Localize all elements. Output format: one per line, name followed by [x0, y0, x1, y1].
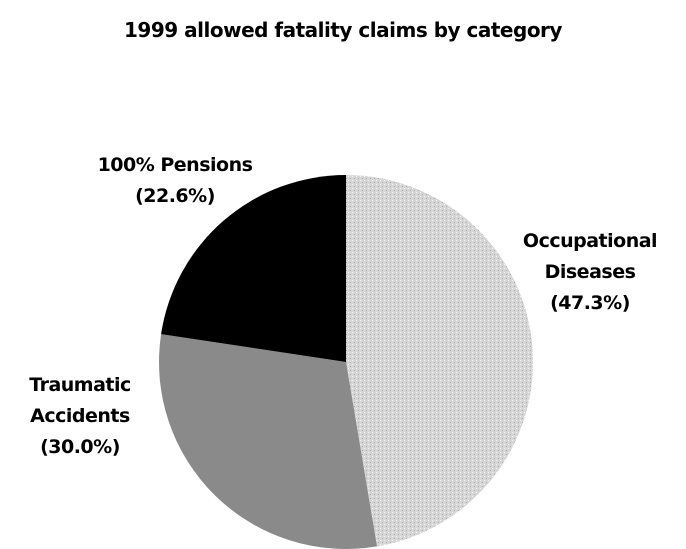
slice-label: 100% Pensions (22.6%) [60, 150, 290, 212]
slice-texture [346, 175, 533, 547]
slice-value: (30.0%) [40, 436, 120, 458]
pie-slice [161, 175, 346, 362]
slice-name: Occupational Diseases [522, 230, 658, 283]
slice-value: (47.3%) [550, 292, 630, 314]
slice-label: Occupational Diseases (47.3%) [495, 226, 685, 319]
chart-title: 1999 allowed fatality claims by category [124, 18, 562, 42]
slice-label: Traumatic Accidents (30.0%) [0, 370, 160, 463]
slice-name: 100% Pensions [97, 154, 253, 176]
slice-name: Traumatic Accidents [29, 374, 131, 427]
pie-slice [159, 334, 378, 549]
slice-value: (22.6%) [135, 185, 215, 207]
